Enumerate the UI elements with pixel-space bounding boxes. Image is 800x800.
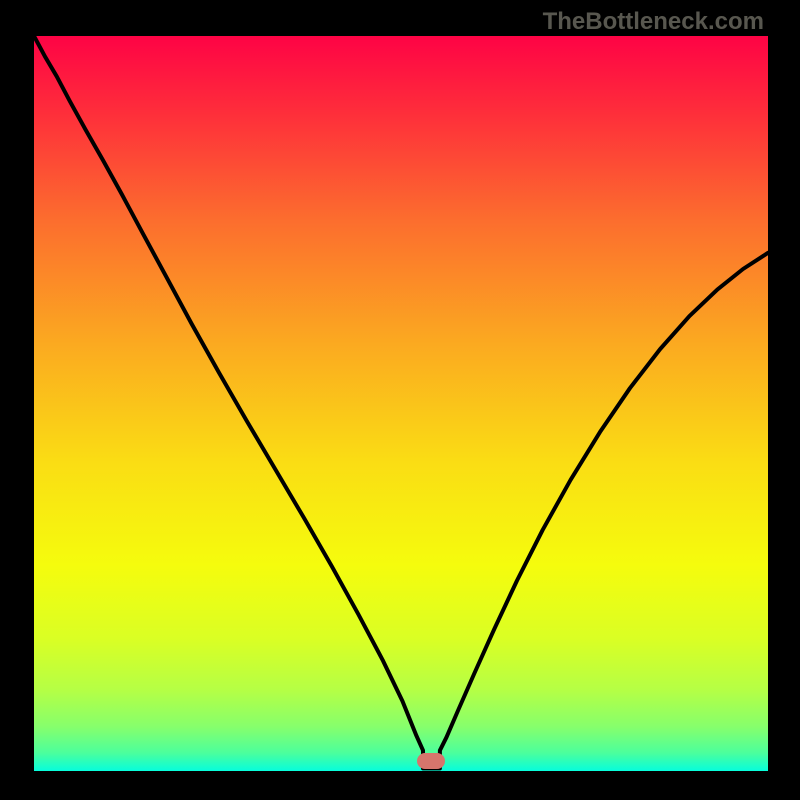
min-marker: [417, 753, 445, 769]
plot-area: [34, 36, 768, 771]
watermark-text: TheBottleneck.com: [543, 8, 764, 36]
chart-canvas: TheBottleneck.com: [0, 0, 800, 800]
bottleneck-curve: [34, 36, 768, 768]
curve-layer: [34, 36, 768, 771]
